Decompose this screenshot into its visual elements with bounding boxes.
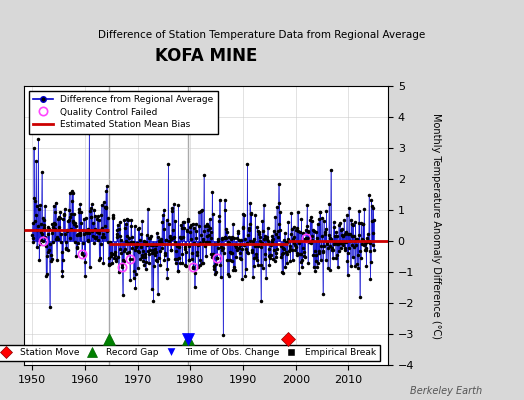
Y-axis label: Monthly Temperature Anomaly Difference (°C): Monthly Temperature Anomaly Difference (… <box>431 113 441 339</box>
Text: Berkeley Earth: Berkeley Earth <box>410 386 482 396</box>
Legend: Station Move, Record Gap, Time of Obs. Change, Empirical Break: Station Move, Record Gap, Time of Obs. C… <box>0 344 380 361</box>
Text: Difference of Station Temperature Data from Regional Average: Difference of Station Temperature Data f… <box>99 30 425 40</box>
Title: KOFA MINE: KOFA MINE <box>155 47 257 65</box>
